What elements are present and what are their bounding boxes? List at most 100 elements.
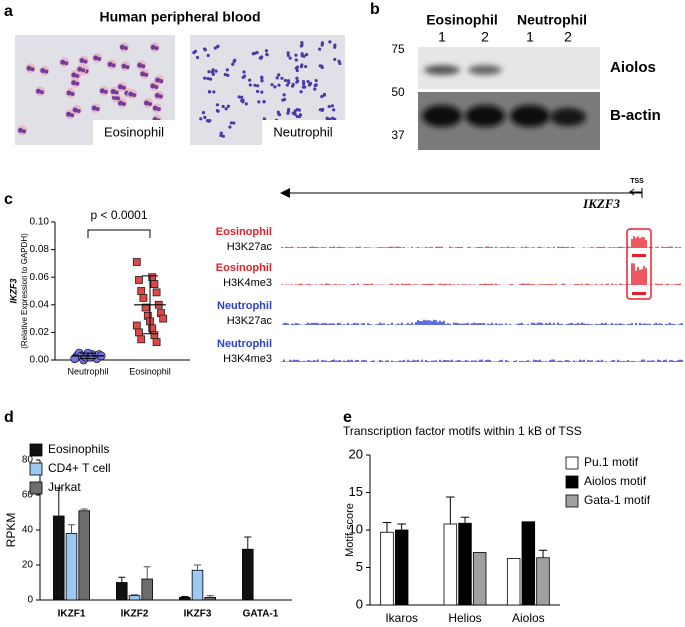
nucleus xyxy=(79,58,85,64)
y-tick-label: 20 xyxy=(349,446,363,461)
nucleus xyxy=(70,92,75,97)
legend-label: Jurkat xyxy=(48,480,81,494)
nucleus xyxy=(154,93,160,99)
nucleus xyxy=(128,91,134,97)
nucleus xyxy=(242,70,246,74)
nucleus xyxy=(81,68,86,73)
nucleus xyxy=(156,107,161,112)
legend-label: Gata-1 motif xyxy=(584,493,651,507)
nucleus xyxy=(294,53,298,57)
nucleus xyxy=(95,107,100,112)
nucleus xyxy=(301,80,306,84)
nucleus xyxy=(76,108,81,113)
y-tick-label: 60 xyxy=(22,490,34,501)
gene-arrow xyxy=(280,188,290,198)
nucleus xyxy=(280,76,284,80)
y-tick-label: 5 xyxy=(356,559,363,574)
nucleus xyxy=(207,70,211,74)
nucleus xyxy=(225,68,229,72)
lane-label: 2 xyxy=(481,29,489,45)
point xyxy=(150,280,159,289)
nucleus xyxy=(253,51,257,55)
nucleus xyxy=(137,62,143,68)
nucleus xyxy=(244,102,248,106)
nucleus xyxy=(208,77,213,81)
nucleus xyxy=(154,84,159,89)
nucleus xyxy=(298,114,302,119)
nucleus xyxy=(241,75,245,80)
nucleus xyxy=(319,64,324,68)
nucleus xyxy=(216,109,220,113)
y-tick-label: 40 xyxy=(22,525,34,536)
nucleus xyxy=(123,46,128,51)
nucleus xyxy=(304,53,309,57)
nucleus xyxy=(121,63,127,69)
nucleus xyxy=(300,52,304,56)
nucleus xyxy=(295,65,300,69)
y-label: Motif score xyxy=(344,503,356,557)
nucleus xyxy=(40,68,46,74)
x-tick-label: Aiolos xyxy=(512,611,545,625)
nucleus xyxy=(288,56,292,60)
bar xyxy=(521,521,536,606)
bar xyxy=(443,523,458,606)
nucleus xyxy=(208,118,212,123)
point xyxy=(135,276,143,284)
chart-title: Transcription factor motifs within 1 kB … xyxy=(343,424,582,438)
nucleus xyxy=(205,118,210,123)
annotation: p < 0.0001 xyxy=(90,208,147,222)
band xyxy=(510,105,550,127)
nucleus xyxy=(150,44,156,50)
error-bar xyxy=(193,564,202,571)
legend-label: CD4+ T cell xyxy=(48,461,111,475)
nucleus xyxy=(214,69,218,73)
nucleus xyxy=(117,100,123,106)
error-bar xyxy=(143,566,151,579)
nucleus xyxy=(107,61,113,67)
nucleus xyxy=(332,108,336,112)
nucleus xyxy=(221,134,225,138)
x-tick-label: GATA-1 xyxy=(243,609,279,620)
nucleus xyxy=(295,76,299,80)
nucleus xyxy=(277,73,281,77)
nucleus xyxy=(215,45,220,49)
bar xyxy=(506,558,521,606)
bar xyxy=(78,510,90,601)
error-bar xyxy=(67,524,76,534)
x-tick-label: IKZF3 xyxy=(184,609,212,620)
nucleus xyxy=(150,83,156,89)
nucleus xyxy=(152,105,158,111)
nucleus xyxy=(206,53,210,58)
nucleus xyxy=(30,67,35,72)
nucleus xyxy=(333,45,337,49)
nucleus xyxy=(283,78,288,83)
track-mark: H3K27ac xyxy=(227,315,273,327)
nucleus xyxy=(231,62,235,66)
point xyxy=(139,293,148,302)
nucleus xyxy=(203,48,207,52)
lane-label: 1 xyxy=(438,29,446,45)
nucleus xyxy=(240,95,244,99)
legend-label: Eosinophils xyxy=(48,442,109,456)
nucleus xyxy=(286,53,290,57)
nucleus xyxy=(285,83,289,87)
nucleus xyxy=(286,51,290,55)
bar xyxy=(116,582,128,601)
nucleus xyxy=(91,105,97,111)
track-cell: Neutrophil xyxy=(217,300,272,312)
nucleus xyxy=(144,72,149,77)
x-tick-label: Ikaros xyxy=(385,611,418,625)
bar xyxy=(394,529,409,606)
error-bar xyxy=(538,549,548,558)
nucleus xyxy=(237,95,241,99)
track-mark: H3K4me3 xyxy=(223,277,272,289)
nucleus xyxy=(99,88,105,94)
error-bar xyxy=(118,576,126,583)
nucleus xyxy=(253,83,257,87)
track-signal xyxy=(281,319,683,325)
point xyxy=(135,328,143,337)
nucleus xyxy=(229,121,233,125)
nucleus xyxy=(201,110,206,115)
nucleus xyxy=(35,88,41,94)
point xyxy=(132,321,141,330)
